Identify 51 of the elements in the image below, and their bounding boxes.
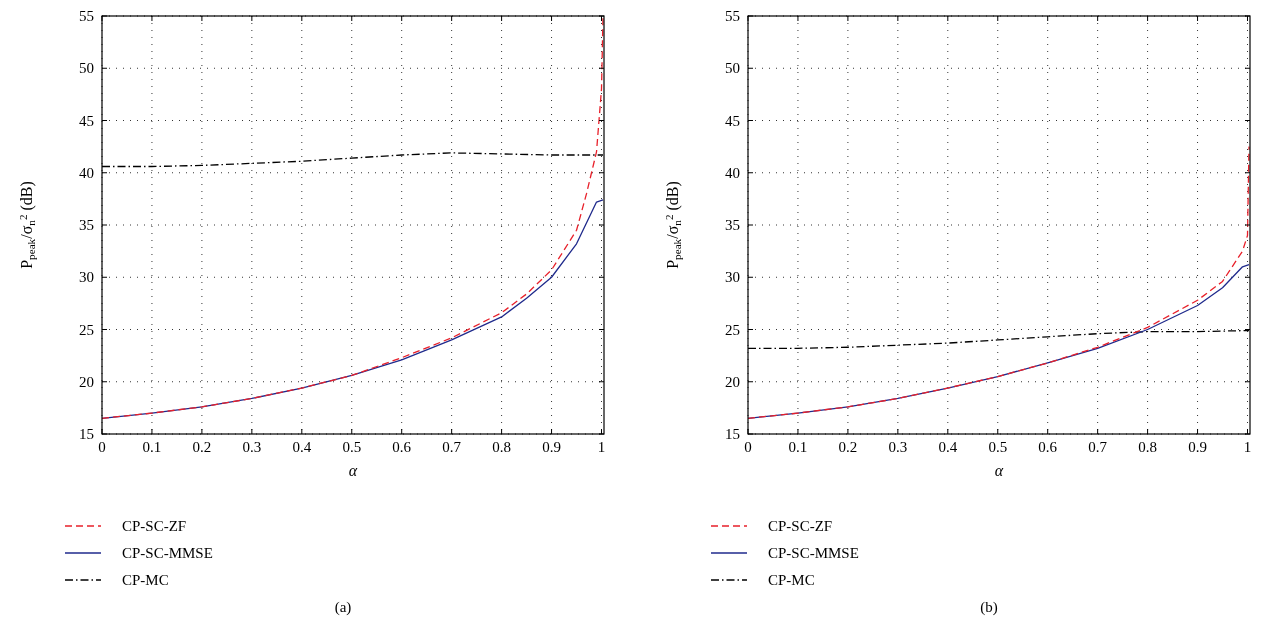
- x-tick-label: 0: [98, 439, 106, 455]
- legend-label: CP-MC: [122, 572, 169, 588]
- y-tick-label: 40: [79, 164, 94, 181]
- y-tick-label: 30: [79, 269, 94, 286]
- y-tick-label: 35: [725, 217, 740, 233]
- x-tick-label: 0.6: [1038, 439, 1058, 455]
- text: (a): [334, 599, 352, 616]
- y-tick-label: 35: [79, 217, 94, 233]
- x-tick-label: 0.6: [392, 439, 412, 455]
- x-axis-title: α: [994, 462, 1004, 479]
- y-tick-label: 15: [725, 426, 740, 442]
- x-tick-label: 1: [1243, 439, 1252, 455]
- x-tick-label: 0.5: [988, 439, 1008, 455]
- legend-label: CP-SC-MMSE: [768, 545, 859, 561]
- x-tick-label: 0.2: [192, 439, 212, 455]
- y-tick-label: 20: [725, 373, 740, 390]
- y-tick-label: 50: [79, 60, 94, 77]
- x-tick-label: 0.2: [838, 439, 858, 455]
- y-tick-label: 50: [725, 60, 740, 77]
- x-tick-label: 0.9: [542, 439, 561, 455]
- y-tick-label: 30: [725, 269, 740, 286]
- legend-label: CP-SC-ZF: [122, 518, 187, 534]
- x-tick-label: 0.8: [492, 439, 511, 455]
- x-tick-label: 0.1: [788, 439, 808, 455]
- x-tick-label: 0: [744, 439, 752, 455]
- line-series: [748, 145, 1250, 419]
- y-tick-label: 45: [725, 112, 740, 129]
- x-tick-label: 0.7: [442, 439, 462, 455]
- y-tick-label: 25: [725, 321, 740, 338]
- y-tick-label: 15: [79, 426, 94, 442]
- y-tick-label: 55: [725, 8, 740, 24]
- x-axis-title: α: [348, 462, 358, 479]
- y-tick-label: 45: [79, 112, 94, 129]
- x-tick-label: 0.5: [342, 439, 362, 455]
- x-tick-label: 0.8: [1138, 439, 1157, 455]
- legend-label: CP-MC: [768, 572, 815, 588]
- x-tick-label: 0.4: [938, 439, 958, 455]
- y-tick-label: 20: [79, 373, 94, 390]
- legend-label: CP-SC-ZF: [768, 518, 833, 534]
- x-tick-label: 0.3: [888, 439, 908, 455]
- x-tick-label: 1: [597, 439, 606, 455]
- y-tick-label: 55: [79, 8, 94, 24]
- y-tick-label: 25: [79, 321, 94, 338]
- y-tick-label: 40: [725, 164, 740, 181]
- x-tick-label: 0.3: [242, 439, 262, 455]
- x-tick-label: 0.7: [1088, 439, 1108, 455]
- text: (b): [980, 599, 998, 616]
- x-tick-label: 0.9: [1188, 439, 1207, 455]
- x-tick-label: 0.4: [292, 439, 312, 455]
- legend-label: CP-SC-MMSE: [122, 545, 213, 561]
- x-tick-label: 0.1: [142, 439, 162, 455]
